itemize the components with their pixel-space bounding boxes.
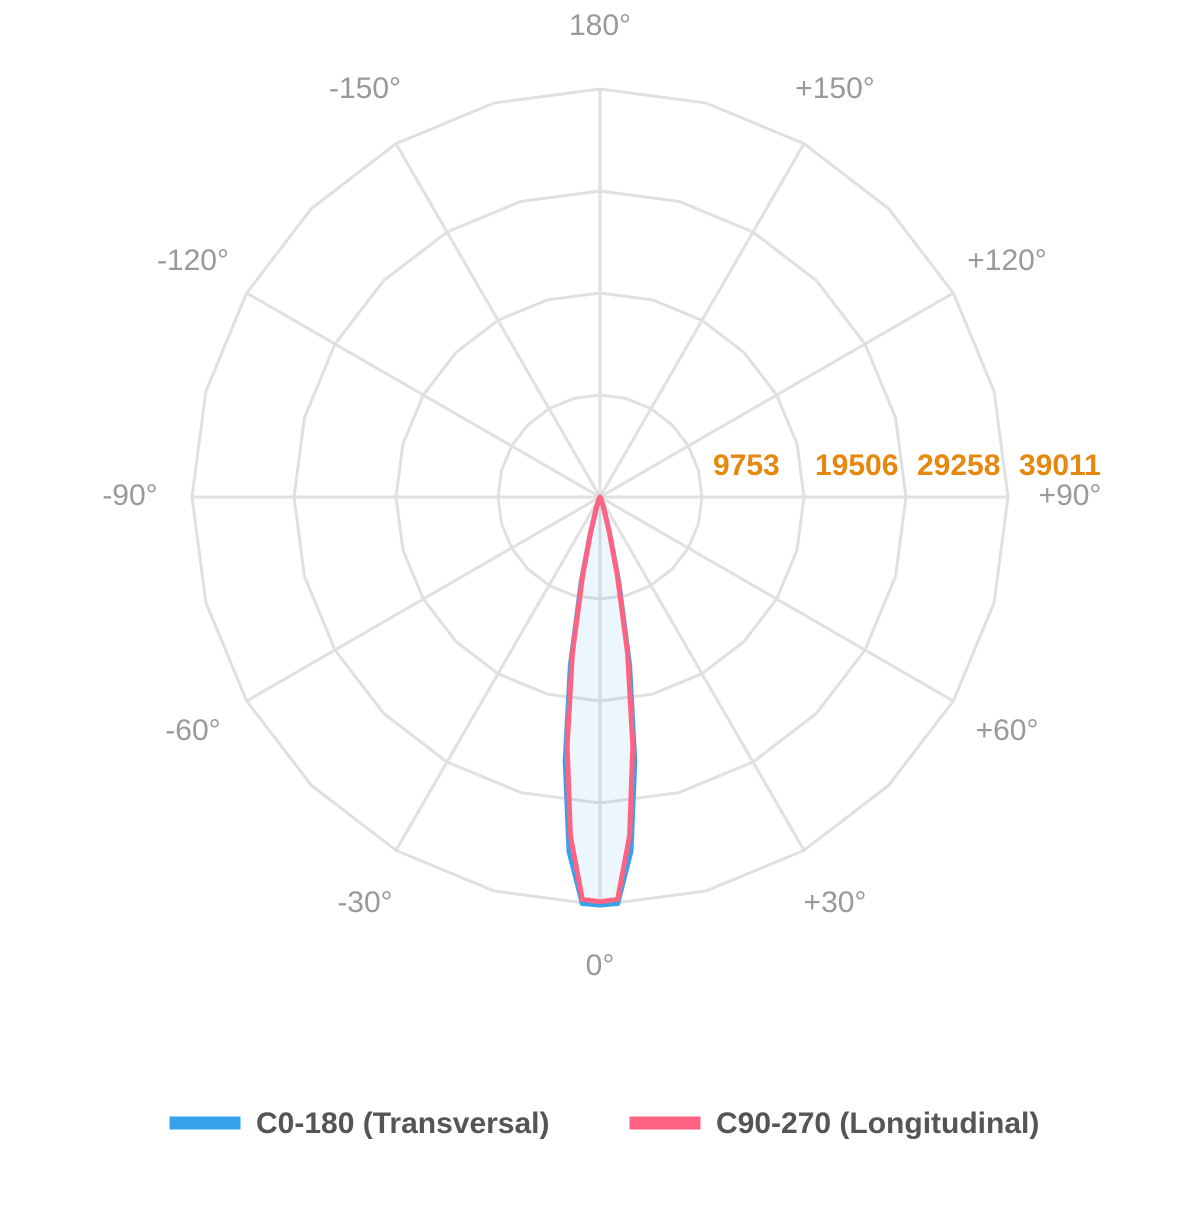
radial-tick-label: 9753: [713, 449, 780, 482]
angle-label: -120°: [157, 244, 229, 277]
grid-spoke: [599, 291, 955, 499]
angle-label: +90°: [1039, 479, 1102, 512]
grid: [190, 87, 1010, 907]
angle-label: +150°: [795, 72, 875, 105]
grid-spoke: [598, 142, 806, 498]
grid-spoke: [245, 291, 601, 499]
angle-label: -150°: [329, 72, 401, 105]
radial-tick-label: 39011: [1019, 449, 1101, 482]
labels: 180° +150° +120° +90° +60° +30° 0° -30° -60° -90°…: [102, 9, 1101, 982]
angle-label: +30°: [804, 886, 867, 919]
grid-spoke: [599, 495, 955, 703]
grid-spoke: [394, 142, 602, 498]
radial-tick-label: 19506: [815, 449, 898, 482]
angle-label: -30°: [337, 886, 392, 919]
angle-label: 0°: [586, 949, 615, 982]
radial-tick-label: 29258: [917, 449, 1000, 482]
legend-label: C0-180 (Transversal): [256, 1107, 550, 1140]
angle-label: +60°: [976, 714, 1039, 747]
legend-label: C90-270 (Longitudinal): [716, 1107, 1039, 1140]
grid-spoke: [394, 496, 602, 852]
angle-label: +120°: [967, 244, 1047, 277]
series-line: [562, 494, 638, 908]
grid-spoke: [598, 496, 806, 852]
series-line: [564, 494, 636, 905]
angle-label: 180°: [569, 9, 631, 42]
plot-area: [562, 494, 638, 908]
angle-label: -60°: [165, 714, 220, 747]
legend-swatch: [629, 1116, 701, 1130]
legend-swatch: [169, 1116, 241, 1130]
angle-label: -90°: [102, 479, 157, 512]
legend: C0-180 (Transversal) C90-270 (Longitudina…: [169, 1107, 1039, 1140]
grid-spoke: [245, 495, 601, 703]
